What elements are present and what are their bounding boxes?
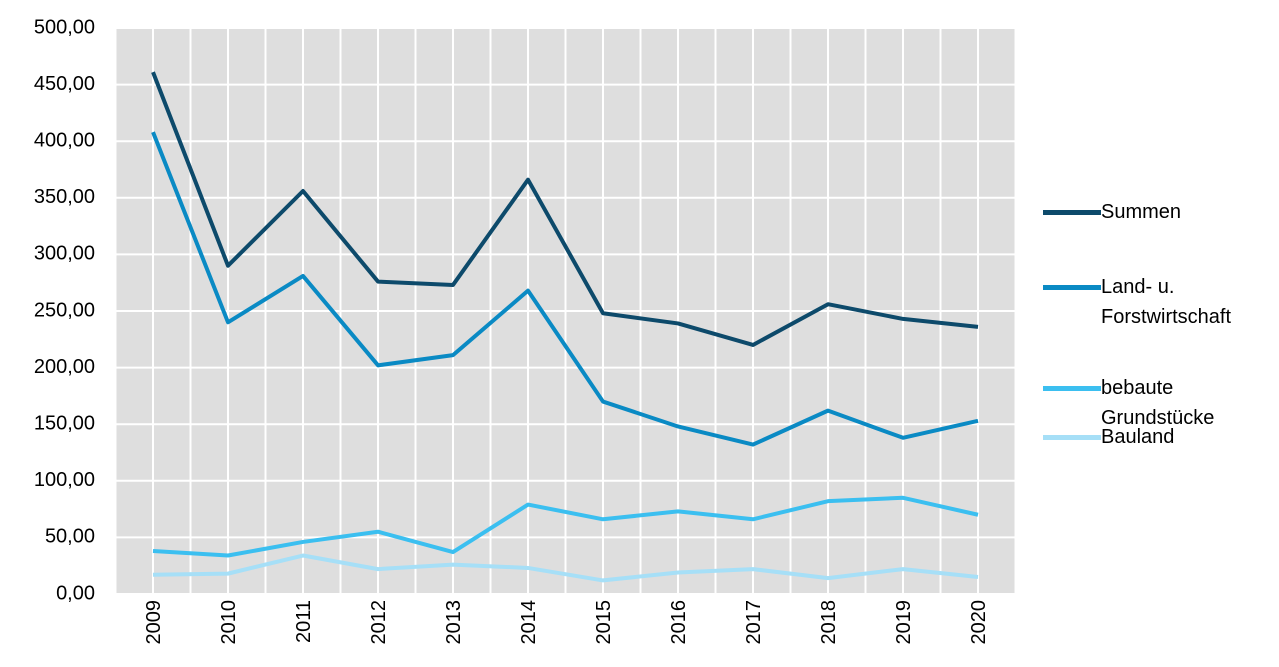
x-tick-label: 2016 [668,600,690,645]
y-tick-label: 450,00 [34,73,95,95]
legend-label: Bauland [1101,426,1175,448]
x-tick-label: 2011 [293,600,315,643]
legend-item: Summen [1043,197,1276,227]
series-line [151,71,979,347]
legend-label: bebaute Grundstücke [1101,377,1215,429]
x-tick-label: 2014 [518,600,540,645]
y-tick-label: 0,00 [56,582,95,604]
legend-label: Land- u. Forstwirtschaft [1101,276,1232,328]
x-tick-label: 2015 [593,600,615,645]
legend-item: bebaute Grundstücke [1043,373,1276,433]
legend-item: Land- u. Forstwirtschaft [1043,272,1276,332]
y-tick-label: 150,00 [34,412,95,434]
y-tick-label: 250,00 [34,299,95,321]
legend-swatch [1043,435,1101,440]
series-line [152,495,979,558]
y-tick-label: 400,00 [34,129,95,151]
x-tick-label: 2010 [218,600,240,645]
series-line [152,553,979,583]
legend-swatch [1043,386,1101,391]
x-tick-label: 2013 [443,600,465,645]
x-tick-label: 2019 [893,600,915,645]
x-tick-label: 2020 [968,600,990,645]
legend-swatch [1043,210,1101,215]
series-line [151,131,979,447]
x-tick-label: 2012 [368,600,390,645]
legend-item: Bauland [1043,422,1276,452]
legend-swatch [1043,285,1101,290]
y-tick-label: 200,00 [34,356,95,378]
y-tick-label: 50,00 [45,526,95,548]
y-tick-label: 350,00 [34,186,95,208]
y-tick-label: 300,00 [34,243,95,265]
y-tick-label: 500,00 [34,16,95,38]
legend-label: Summen [1101,201,1182,223]
x-tick-label: 2009 [143,600,165,645]
x-tick-label: 2017 [743,600,765,645]
x-tick-label: 2018 [818,600,840,645]
y-tick-label: 100,00 [34,469,95,491]
